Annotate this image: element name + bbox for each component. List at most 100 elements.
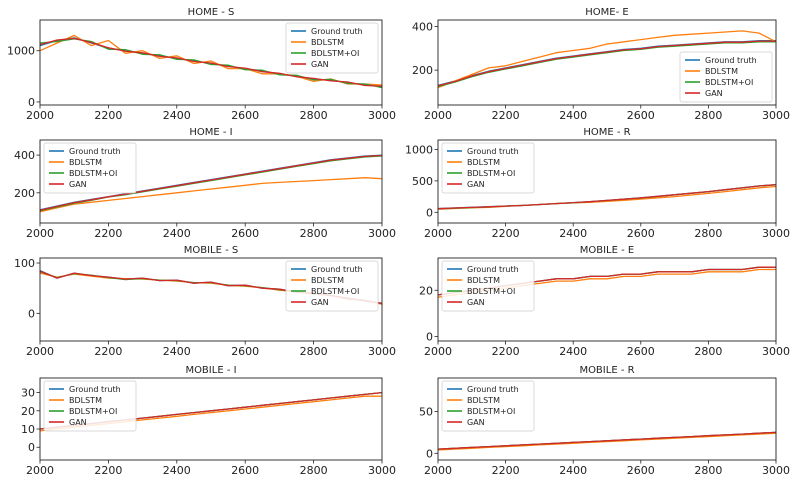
subplot-title: HOME - I [189,127,232,138]
x-tick-label: 2600 [627,464,655,477]
subplot-3: HOME - I 2000 2200 2400 2600 2800 3000 200 400 Gr… [14,127,396,240]
legend-label: BDLSTM [69,396,102,405]
y-tick-label: 0 [28,96,35,109]
y-tick-label: 500 [412,175,433,188]
subplot-8: MOBILE - R 2000 2200 2400 2600 2800 3000 0 50 Gro… [419,365,790,477]
x-tick-label: 2600 [231,109,259,122]
x-tick-label: 2200 [492,345,520,358]
legend-label: BDLSTM+OI [705,78,753,87]
plot-frame [39,377,383,461]
y-tick-label: 0 [426,206,433,219]
x-tick-label: 3000 [762,109,790,122]
x-tick-label: 2800 [300,345,328,358]
legend-box [679,51,773,103]
plot-frame [437,139,777,224]
y-tick-label: 100 [14,257,35,270]
legend-label: BDLSTM+OI [467,407,515,416]
legend-label: GAN [705,89,723,98]
y-tick-label: 50 [419,405,433,418]
legend-box [441,380,535,432]
x-tick-label: 2000 [424,345,452,358]
legend-label: GAN [311,298,329,307]
x-tick-label: 3000 [368,227,396,240]
x-tick-label: 2800 [694,464,722,477]
subplot-title: MOBILE - S [184,245,239,256]
x-tick-label: 2400 [559,464,587,477]
x-tick-label: 2000 [26,464,54,477]
x-tick-label: 2000 [424,464,452,477]
x-tick-label: 2600 [231,464,259,477]
legend: Ground truth BDLSTM BDLSTM+OI GAN [43,380,137,432]
legend-label: BDLSTM [467,396,500,405]
x-tick-label: 2400 [559,227,587,240]
x-tick-label: 3000 [368,464,396,477]
subplot-2: HOME- E 2000 2200 2400 2600 2800 3000 200 400 Gro… [412,7,790,122]
legend-label: Ground truth [705,56,757,65]
legend-box [441,260,535,312]
y-tick-label: 400 [412,21,433,34]
y-tick-label: 30 [21,387,35,400]
x-tick-label: 2400 [559,109,587,122]
x-tick-label: 3000 [762,464,790,477]
legend-label: Ground truth [69,385,121,394]
y-tick-label: 20 [21,405,35,418]
legend-label: BDLSTM [311,38,344,47]
x-tick-label: 2200 [492,109,520,122]
x-tick-label: 2200 [94,345,122,358]
plot-frame [437,377,777,461]
x-tick-label: 2000 [26,227,54,240]
legend-label: Ground truth [467,147,519,156]
x-tick-label: 2600 [627,109,655,122]
y-tick-label: 10 [21,423,35,436]
legend-label: BDLSTM+OI [69,169,117,178]
legend-label: BDLSTM [467,158,500,167]
series-line-bdlstm [437,432,777,451]
subplot-7: MOBILE - I 2000 2200 2400 2600 2800 3000 0 10 20 3… [21,365,396,477]
legend-label: BDLSTM+OI [311,49,359,58]
x-tick-label: 2800 [694,227,722,240]
x-tick-label: 2800 [300,109,328,122]
x-tick-label: 2400 [163,345,191,358]
x-tick-label: 2000 [26,109,54,122]
subplot-title: HOME- E [585,7,628,18]
y-tick-label: 1000 [405,143,433,156]
x-tick-label: 2200 [94,227,122,240]
x-tick-label: 2200 [94,109,122,122]
legend-label: BDLSTM [311,276,344,285]
y-tick-label: 0 [28,307,35,320]
plot-frame [437,257,777,342]
series-line-gan [437,40,776,87]
x-tick-label: 2400 [163,464,191,477]
plot-frame [39,139,383,224]
legend-label: BDLSTM+OI [69,407,117,416]
subplot-4: HOME - R 2000 2200 2400 2600 2800 3000 0 500 1000… [405,127,790,240]
series-line-gan [39,154,383,211]
legend-label: GAN [467,298,485,307]
series-line-bdlstm [39,177,383,213]
series-line-gan [437,431,777,450]
subplot-6: MOBILE - E 2000 2200 2400 2600 2800 3000 0 20 Gro… [419,245,790,358]
legend-label: Ground truth [69,147,121,156]
y-tick-label: 400 [14,149,35,162]
x-tick-label: 2400 [559,345,587,358]
x-tick-label: 2000 [424,227,452,240]
legend: Ground truth BDLSTM BDLSTM+OI GAN [441,260,535,312]
y-tick-label: 0 [426,330,433,343]
legend-label: Ground truth [467,265,519,274]
plot-frame [437,19,777,106]
legend-box [43,142,137,194]
x-tick-label: 3000 [368,345,396,358]
x-tick-label: 2800 [694,109,722,122]
y-tick-label: 1000 [7,45,35,58]
legend-box [441,142,535,194]
series-line-gan [39,37,383,87]
legend-label: BDLSTM+OI [467,287,515,296]
x-tick-label: 2800 [694,345,722,358]
y-tick-label: 20 [419,284,433,297]
legend-box [43,380,137,432]
legend: Ground truth BDLSTM BDLSTM+OI GAN [441,142,535,194]
y-tick-label: 0 [28,441,35,454]
legend-label: BDLSTM [705,67,738,76]
subplot-title: HOME - R [583,127,630,138]
